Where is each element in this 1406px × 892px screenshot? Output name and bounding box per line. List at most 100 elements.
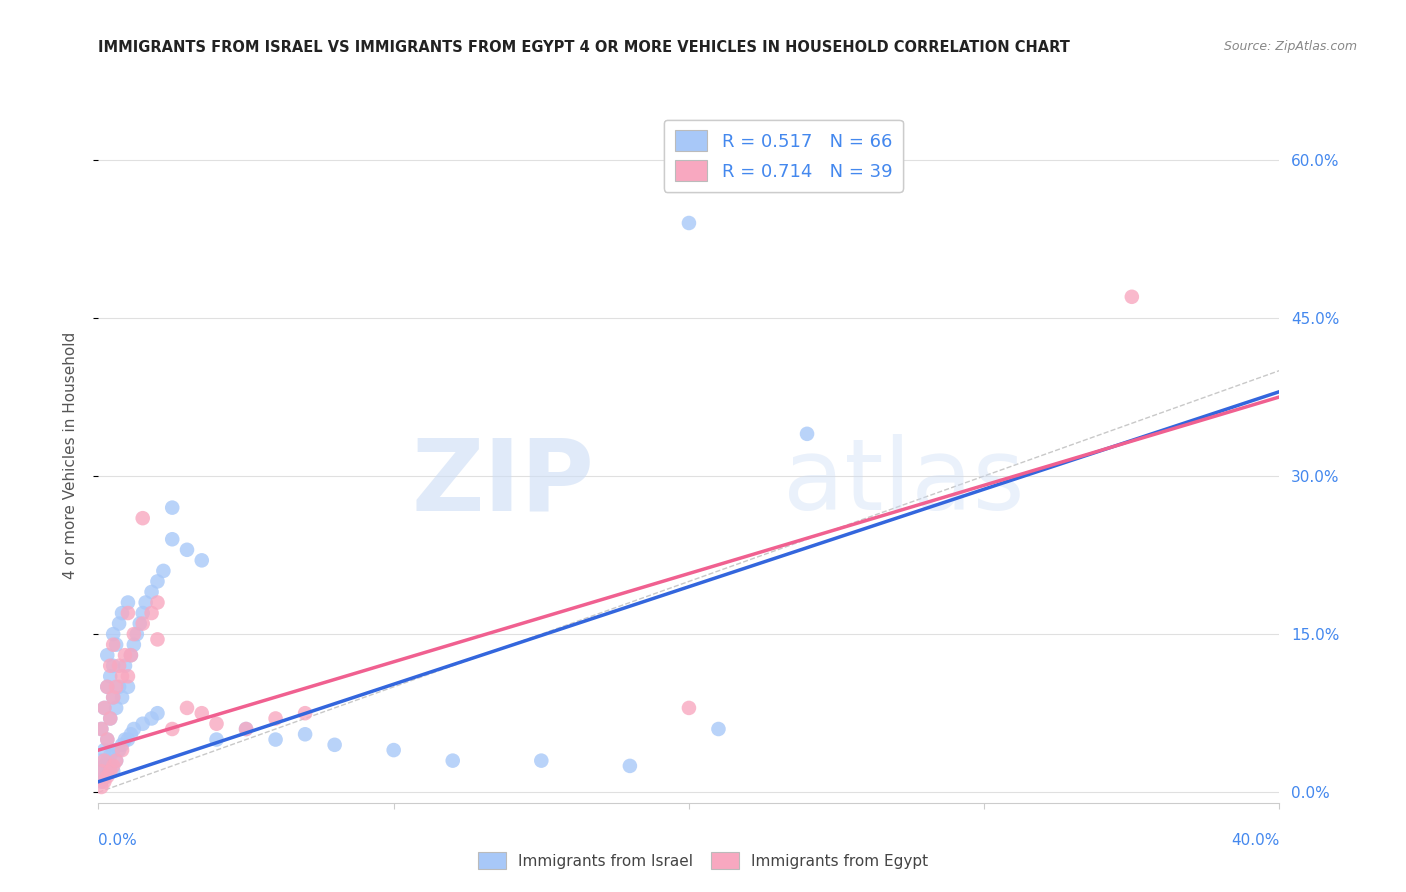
Point: [96, 680, 118, 694]
Point: [176, 701, 198, 715]
Point: [103, 627, 125, 641]
Point: [98, 711, 121, 725]
Point: [135, 595, 157, 609]
Point: [264, 711, 287, 725]
Point: [111, 738, 134, 752]
Point: [96, 769, 118, 783]
Point: [98, 764, 121, 779]
Point: [96, 680, 118, 694]
Point: [114, 648, 136, 663]
Point: [205, 732, 228, 747]
Point: [294, 727, 316, 741]
Point: [98, 759, 121, 773]
Point: [132, 616, 155, 631]
Point: [132, 511, 155, 525]
Point: [120, 648, 142, 663]
Point: [90, 764, 112, 779]
Point: [120, 727, 142, 741]
Point: [105, 680, 128, 694]
Point: [105, 754, 128, 768]
Point: [530, 754, 553, 768]
Legend: Immigrants from Israel, Immigrants from Egypt: Immigrants from Israel, Immigrants from …: [472, 846, 934, 875]
Point: [323, 738, 346, 752]
Point: [191, 706, 214, 721]
Point: [111, 669, 134, 683]
Point: [152, 564, 174, 578]
Point: [93, 743, 115, 757]
Point: [117, 595, 139, 609]
Text: ZIP: ZIP: [412, 434, 595, 532]
Point: [111, 690, 134, 705]
Point: [264, 732, 287, 747]
Point: [105, 754, 128, 768]
Point: [146, 574, 169, 589]
Point: [117, 669, 139, 683]
Point: [128, 616, 150, 631]
Legend: R = 0.517   N = 66, R = 0.714   N = 39: R = 0.517 N = 66, R = 0.714 N = 39: [664, 120, 903, 192]
Point: [103, 690, 125, 705]
Point: [98, 669, 121, 683]
Point: [619, 759, 641, 773]
Point: [120, 648, 142, 663]
Text: atlas: atlas: [783, 434, 1025, 532]
Point: [125, 627, 148, 641]
Point: [141, 711, 163, 725]
Point: [103, 638, 125, 652]
Point: [108, 743, 131, 757]
Text: 40.0%: 40.0%: [1232, 833, 1279, 848]
Point: [235, 722, 257, 736]
Point: [176, 542, 198, 557]
Point: [122, 638, 145, 652]
Point: [162, 722, 183, 736]
Point: [146, 706, 169, 721]
Point: [98, 748, 121, 763]
Y-axis label: 4 or more Vehicles in Household: 4 or more Vehicles in Household: [63, 331, 77, 579]
Text: Source: ZipAtlas.com: Source: ZipAtlas.com: [1223, 40, 1357, 54]
Point: [96, 732, 118, 747]
Point: [96, 764, 118, 779]
Point: [103, 743, 125, 757]
Point: [111, 743, 134, 757]
Point: [205, 716, 228, 731]
Point: [93, 774, 115, 789]
Point: [96, 754, 118, 768]
Point: [103, 759, 125, 773]
Point: [96, 732, 118, 747]
Point: [96, 648, 118, 663]
Point: [117, 732, 139, 747]
Point: [90, 780, 112, 794]
Point: [90, 754, 112, 768]
Point: [108, 680, 131, 694]
Point: [122, 722, 145, 736]
Point: [191, 553, 214, 567]
Point: [162, 533, 183, 547]
Point: [146, 632, 169, 647]
Point: [707, 722, 730, 736]
Point: [796, 426, 818, 441]
Point: [93, 754, 115, 768]
Point: [114, 732, 136, 747]
Point: [132, 606, 155, 620]
Point: [90, 722, 112, 736]
Point: [111, 606, 134, 620]
Point: [93, 701, 115, 715]
Point: [98, 658, 121, 673]
Point: [146, 595, 169, 609]
Point: [114, 658, 136, 673]
Point: [678, 701, 700, 715]
Text: IMMIGRANTS FROM ISRAEL VS IMMIGRANTS FROM EGYPT 4 OR MORE VEHICLES IN HOUSEHOLD : IMMIGRANTS FROM ISRAEL VS IMMIGRANTS FRO…: [98, 40, 1070, 55]
Point: [105, 701, 128, 715]
Point: [162, 500, 183, 515]
Point: [108, 658, 131, 673]
Point: [93, 759, 115, 773]
Point: [141, 585, 163, 599]
Point: [108, 616, 131, 631]
Point: [90, 774, 112, 789]
Point: [122, 627, 145, 641]
Point: [90, 764, 112, 779]
Point: [1121, 290, 1143, 304]
Point: [132, 716, 155, 731]
Point: [441, 754, 464, 768]
Point: [382, 743, 405, 757]
Point: [294, 706, 316, 721]
